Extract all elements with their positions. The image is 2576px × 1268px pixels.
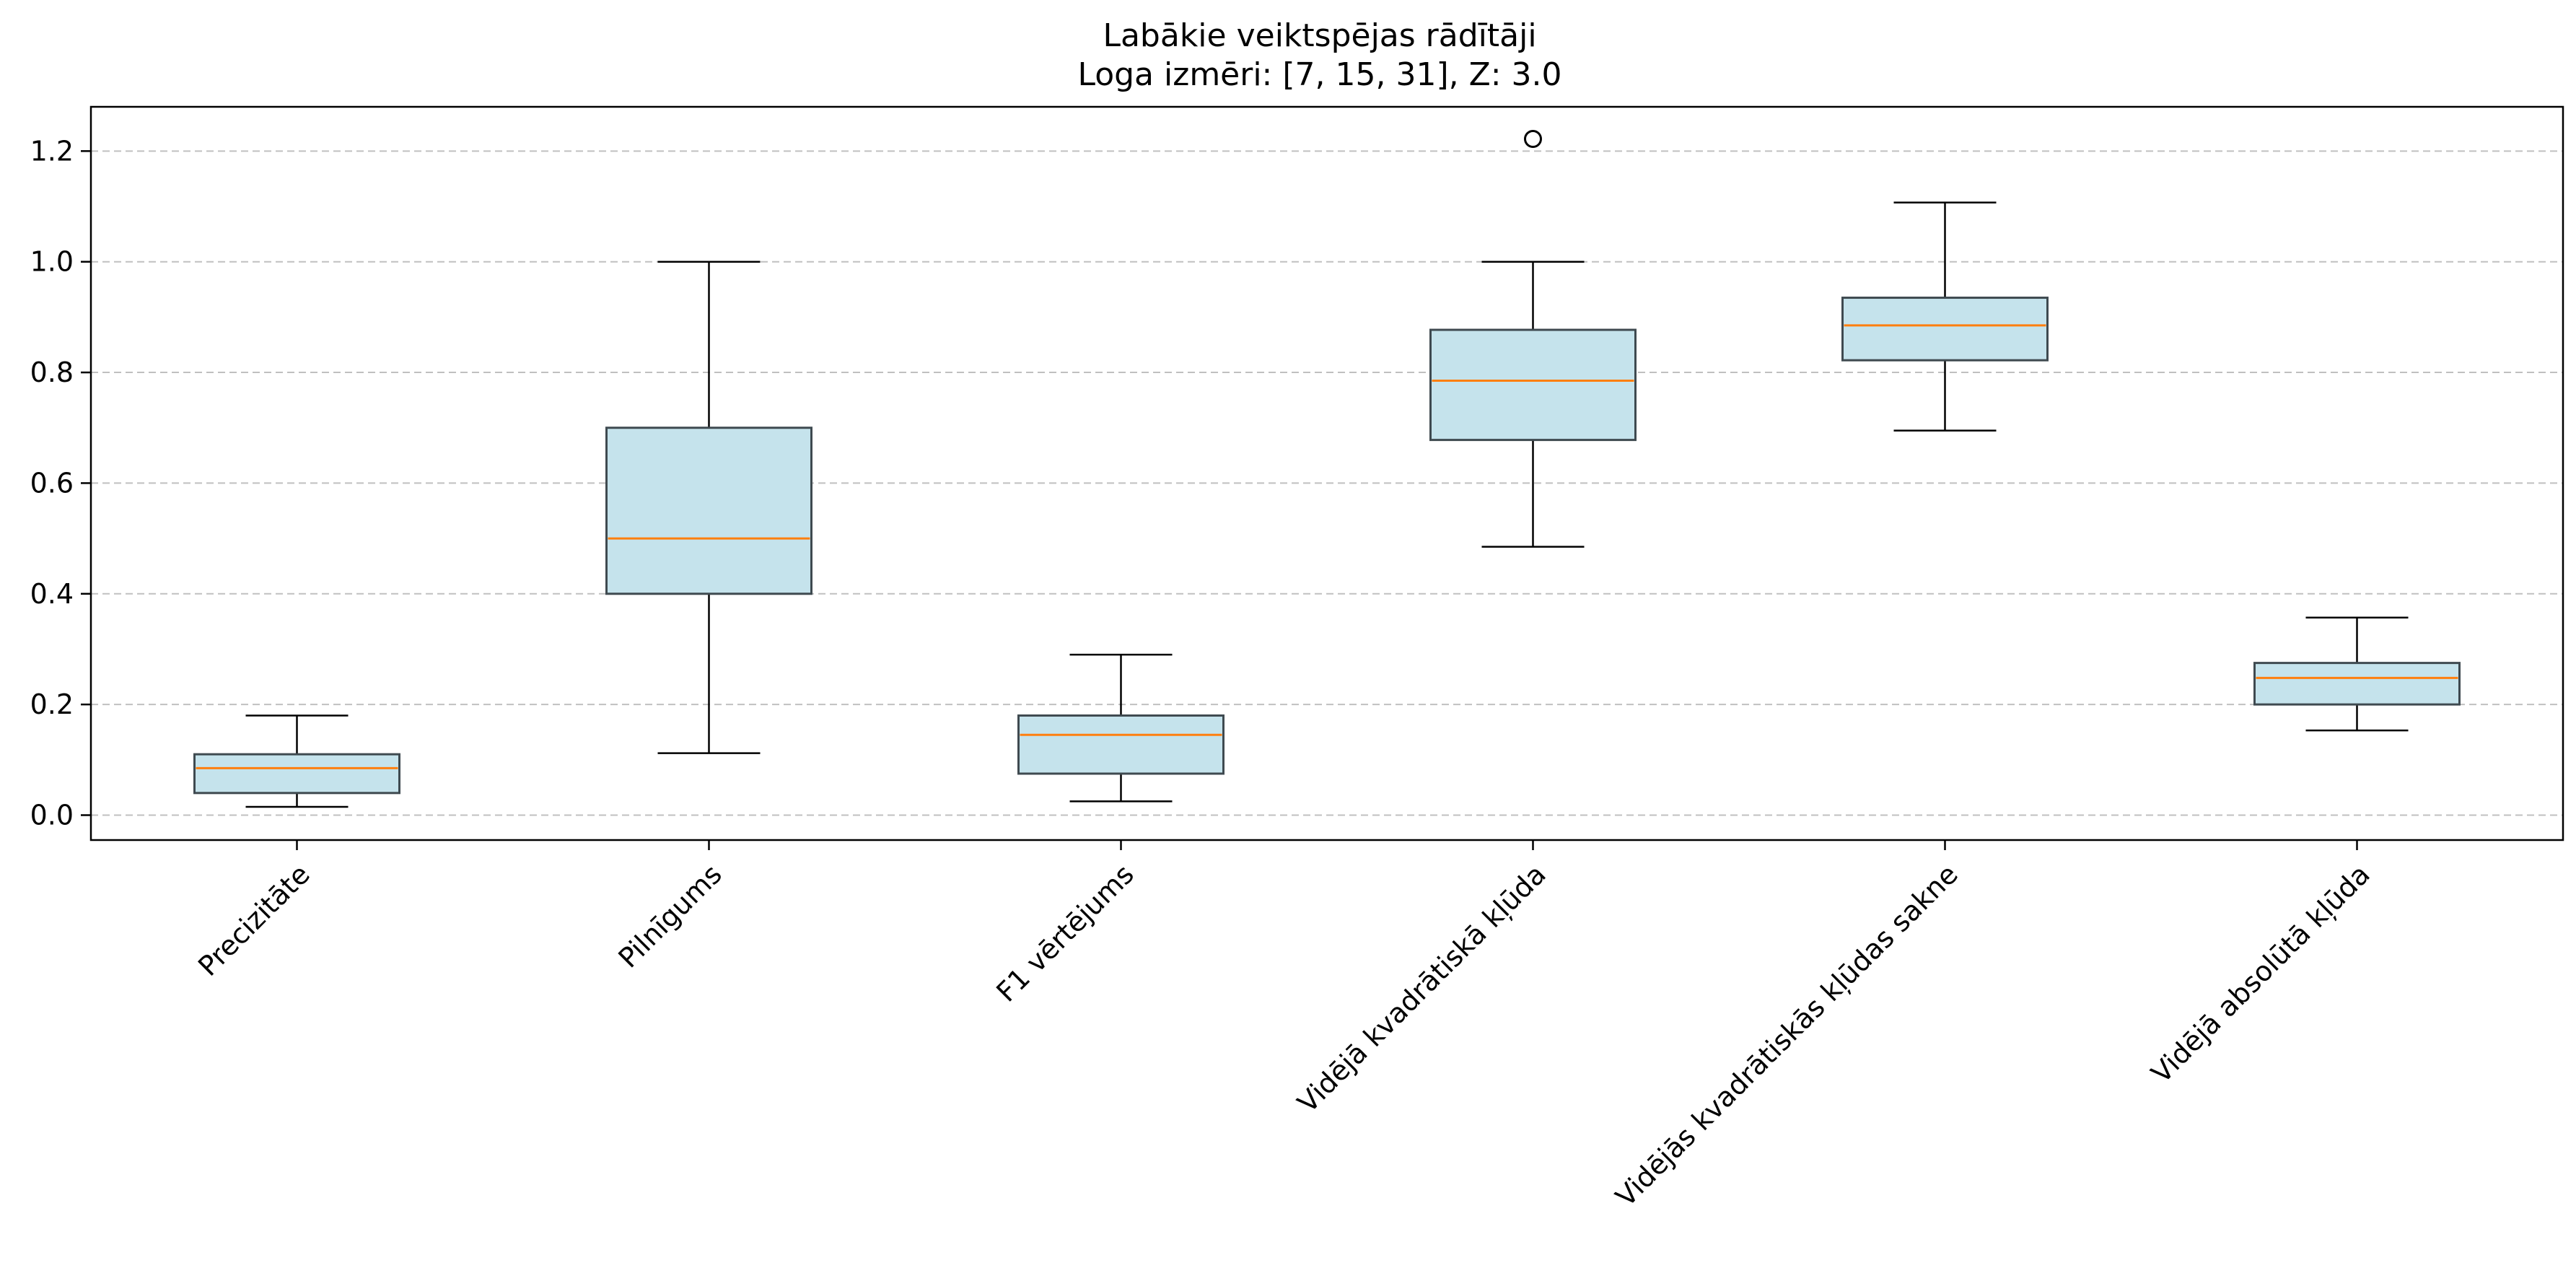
grid-lines — [91, 150, 2563, 816]
plot-area-frame — [89, 105, 2564, 841]
box-2 — [605, 261, 812, 754]
chart-subtitle: Loga izmēri: [7, 15, 31], Z: 3.0 — [1077, 56, 1561, 93]
box-3 — [1017, 653, 1225, 803]
x-tick-label: Pilnīgums — [612, 858, 727, 974]
iqr-box — [1017, 714, 1225, 775]
y-tick-label: 1.2 — [30, 135, 74, 167]
x-tick-label: Vidējā absolūtā kļūda — [2145, 858, 2376, 1089]
x-tick-label: Vidējās kvadrātiskās kļūdas sakne — [1610, 858, 1964, 1212]
iqr-box — [1841, 297, 2049, 362]
box-6 — [2253, 616, 2461, 732]
y-axis: 0.0 0.2 0.4 0.6 0.8 1.0 1.2 — [30, 135, 91, 831]
x-tick-label: F1 vērtējums — [990, 858, 1139, 1007]
y-tick-label: 0.6 — [30, 467, 74, 499]
iqr-box — [2253, 662, 2461, 706]
chart-title: Labākie veiktspējas rādītāji — [1103, 17, 1536, 54]
outlier-point — [1524, 129, 1542, 148]
x-tick-label: Vidējā kvadrātiskā kļūda — [1292, 858, 1552, 1119]
x-tick-label: Precizitāte — [192, 858, 316, 982]
y-tick-label: 0.2 — [30, 688, 74, 720]
y-tick-label: 1.0 — [30, 246, 74, 278]
x-axis: Precizitāte Pilnīgums F1 vērtējums Vidējā k… — [192, 840, 2376, 1212]
iqr-box — [1429, 328, 1637, 442]
iqr-box — [193, 753, 400, 795]
box-1 — [193, 714, 400, 808]
iqr-box — [605, 427, 812, 595]
boxes — [193, 129, 2461, 808]
y-tick-label: 0.0 — [30, 799, 74, 831]
y-tick-label: 0.8 — [30, 357, 74, 388]
y-tick-label: 0.4 — [30, 578, 74, 610]
box-5 — [1841, 201, 2049, 432]
box-4 — [1429, 129, 1637, 548]
